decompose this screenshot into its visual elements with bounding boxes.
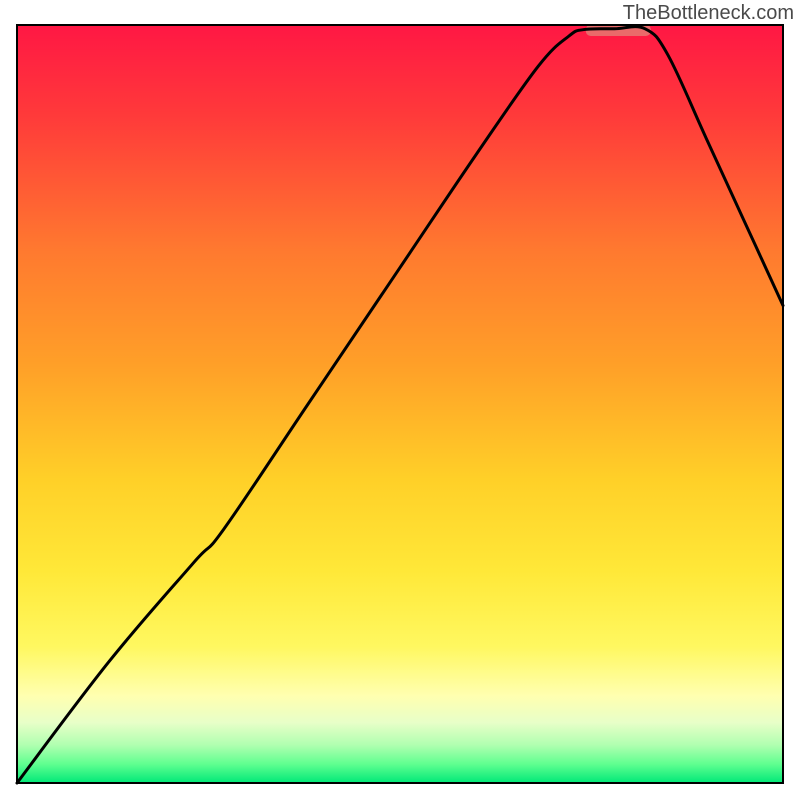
watermark-text: TheBottleneck.com: [623, 2, 794, 25]
gradient-background: [17, 25, 783, 783]
bottleneck-chart: [0, 0, 800, 800]
chart-container: TheBottleneck.com: [0, 0, 800, 800]
